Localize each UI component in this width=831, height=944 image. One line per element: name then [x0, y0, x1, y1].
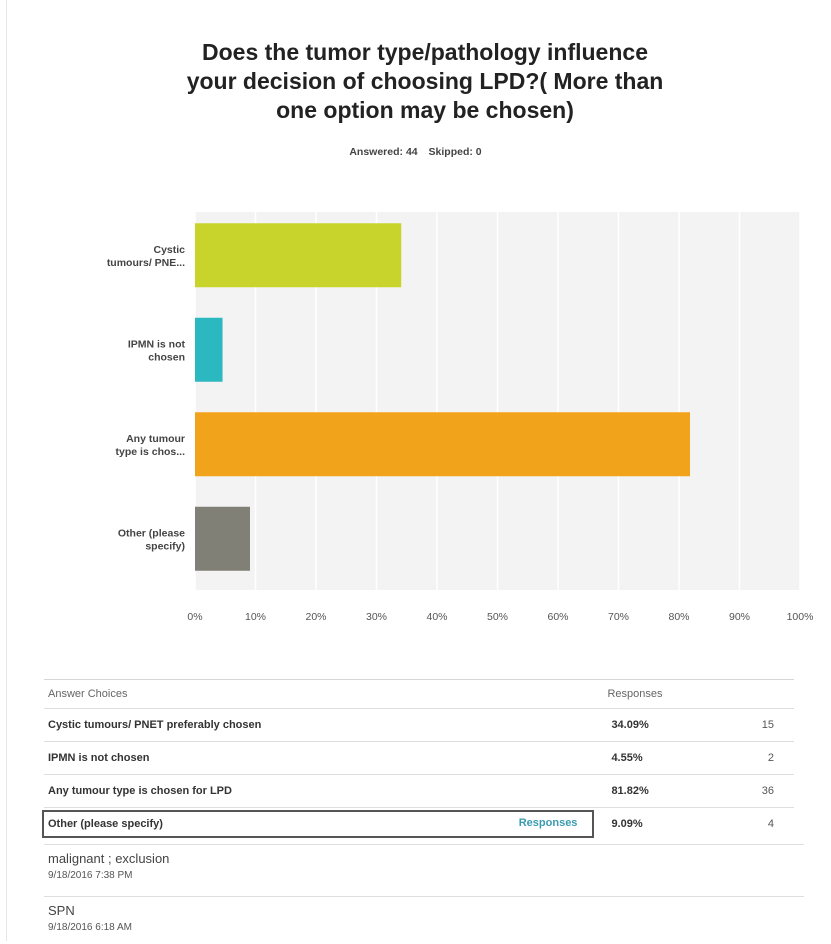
answer-choice: Cystic tumours/ PNET preferably chosen — [44, 708, 604, 742]
header-answer-choices: Answer Choices — [44, 679, 604, 709]
x-tick-label: 20% — [305, 611, 326, 623]
response-counts: Answered: 44 Skipped: 0 — [0, 146, 831, 158]
question-title-line: your decision of choosing LPD?( More tha… — [186, 68, 664, 94]
x-tick-label: 40% — [426, 611, 447, 623]
category-label: type is chos... — [116, 446, 186, 458]
x-tick-label: 0% — [187, 611, 202, 623]
category-label: IPMN is not — [128, 338, 186, 350]
response-percent: 9.09% — [603, 807, 724, 840]
answer-choice: IPMN is not chosen — [44, 741, 604, 775]
answer-choice: Any tumour type is chosen for LPD — [44, 774, 604, 808]
x-tick-label: 80% — [668, 611, 689, 623]
question-title: Does the tumor type/pathology influence … — [120, 38, 730, 125]
table-row: Cystic tumours/ PNET preferably chosen 3… — [44, 708, 794, 742]
bar — [195, 506, 250, 571]
header-responses: Responses — [603, 679, 794, 709]
bar — [195, 317, 223, 382]
category-label: Any tumour — [126, 433, 185, 445]
x-tick-label: 50% — [487, 611, 508, 623]
x-tick-label: 30% — [366, 611, 387, 623]
response-percent: 81.82% — [603, 774, 724, 808]
other-highlight-box — [42, 810, 594, 838]
comment-item: SPN 9/18/2016 6:18 AM — [44, 896, 804, 944]
bar — [195, 223, 402, 288]
table-header-row: Answer Choices Responses — [44, 679, 794, 709]
answer-choice-other[interactable]: Other (please specify) Responses — [42, 807, 604, 840]
answer-choice-label: Other (please specify) — [48, 818, 163, 830]
answer-table: Answer Choices Responses Cystic tumours/… — [42, 679, 794, 840]
x-tick-label: 90% — [729, 611, 750, 623]
response-count: 36 — [723, 774, 794, 808]
category-label: chosen — [148, 351, 185, 363]
page-left-border — [6, 0, 7, 941]
table-row: Any tumour type is chosen for LPD 81.82%… — [44, 774, 794, 808]
bar-chart: 0% 10% 20% 30% 40% 50% 60% 70% 80% 90% 100%Cystict… — [107, 212, 814, 623]
x-tick-label: 70% — [608, 611, 629, 623]
table-row-other[interactable]: Other (please specify) Responses 9.09% 4 — [42, 807, 794, 840]
table-row: IPMN is not chosen 4.55% 2 — [44, 741, 794, 775]
response-count: 15 — [723, 708, 794, 742]
responses-link[interactable]: Responses — [518, 817, 578, 829]
response-percent: 34.09% — [603, 708, 724, 742]
comment-text: SPN — [48, 903, 75, 918]
question-title-line: one option may be chosen) — [276, 97, 574, 123]
x-tick-label: 60% — [547, 611, 568, 623]
question-title-line: Does the tumor type/pathology influence — [202, 39, 648, 65]
x-tick-label: 10% — [245, 611, 266, 623]
comment-item: malignant ; exclusion 9/18/2016 7:38 PM — [44, 844, 804, 892]
answer-table-section: Answer Choices Responses Cystic tumours/… — [42, 679, 804, 944]
response-count: 4 — [723, 807, 794, 840]
comment-timestamp: 9/18/2016 6:18 AM — [48, 922, 132, 933]
skipped-count: Skipped: 0 — [428, 146, 482, 158]
response-count: 2 — [723, 741, 794, 775]
category-label: Other (please — [118, 527, 185, 539]
comment-timestamp: 9/18/2016 7:38 PM — [48, 870, 133, 881]
category-label: Cystic — [153, 244, 185, 256]
bar — [195, 412, 691, 477]
category-label: tumours/ PNE... — [107, 257, 185, 269]
category-label: specify) — [145, 540, 185, 552]
response-percent: 4.55% — [603, 741, 724, 775]
answered-count: Answered: 44 — [349, 146, 418, 158]
x-tick-label: 100% — [787, 611, 814, 623]
comment-text: malignant ; exclusion — [48, 851, 170, 866]
